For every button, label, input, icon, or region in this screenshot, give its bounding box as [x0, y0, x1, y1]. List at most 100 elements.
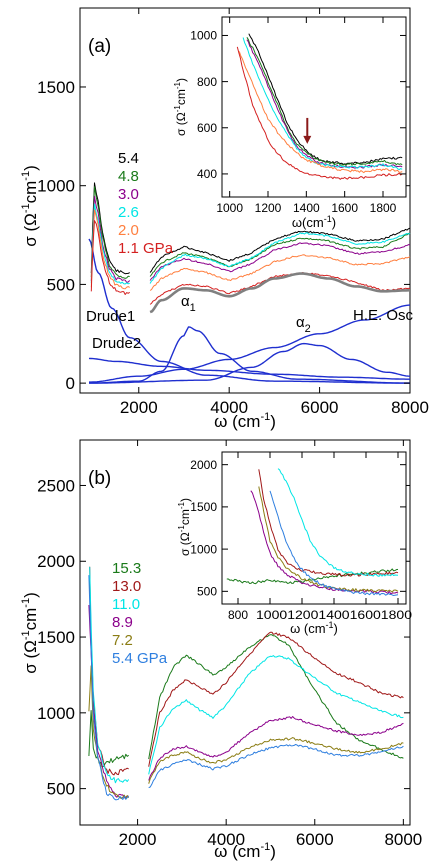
panel-a-inset-xlabel: ω(cm-1) — [292, 214, 336, 230]
inset-series-line — [242, 37, 403, 171]
y-tick-label: 1500 — [37, 78, 75, 97]
legend-entry: 2.6 — [118, 204, 139, 221]
legend-entry: 7.2 — [112, 632, 133, 649]
panel-b-legend: 15.3 13.0 11.0 8.9 7.2 5.4 GPa — [112, 560, 168, 667]
panel-a-plot-frame — [79, 7, 411, 394]
y-tick-label: 500 — [47, 275, 75, 294]
y-tick-label: 1500 — [37, 628, 75, 647]
x-tick-label: 2000 — [120, 398, 158, 417]
y-tick-label: 1500 — [190, 500, 217, 514]
x-tick-label: 4000 — [207, 830, 245, 849]
panel-a-inset-series — [236, 33, 403, 180]
y-tick-label: 1000 — [37, 177, 75, 196]
x-tick-label: 2000 — [119, 830, 157, 849]
panel-a-annotations: Drude1 Drude2 α1 α2 H.E. Osc — [86, 293, 414, 352]
inset-series-line — [277, 468, 399, 577]
y-tick-label: 2500 — [37, 476, 75, 495]
series-line — [149, 227, 411, 273]
inset-series-line — [246, 37, 403, 166]
legend-entry: 1.1 GPa — [118, 240, 174, 257]
series-line — [88, 604, 129, 799]
series-line — [148, 634, 404, 760]
fit-component-line — [88, 357, 410, 380]
series-line — [149, 242, 411, 281]
series-line — [90, 186, 130, 279]
y-tick-label: 1000 — [190, 542, 217, 556]
panel-a-inset-arrow — [303, 117, 312, 144]
x-tick-label: 1000 — [216, 201, 243, 215]
series-line — [89, 566, 129, 776]
x-tick-label: 8000 — [391, 398, 429, 417]
inset-series-line — [269, 490, 399, 596]
series-line — [90, 182, 130, 275]
series-line — [149, 232, 411, 277]
panel-b-series — [88, 566, 404, 801]
inset-series-line — [236, 46, 403, 180]
x-tick-label: 1600 — [331, 201, 358, 215]
fit-component-line — [88, 238, 410, 384]
fit-component-line — [89, 304, 411, 383]
panel-a: 2000 4000 6000 8000 0 500 1000 1500 (a) σ (Ω-1c… — [20, 7, 429, 431]
legend-entry: 5.4 GPa — [112, 650, 168, 667]
y-tick-label: 400 — [197, 167, 217, 181]
series-line — [149, 272, 410, 305]
panel-b-inset-ylabel: σ (Ω-1cm-1) — [177, 498, 192, 556]
panel-a-series — [90, 182, 411, 314]
series-line — [90, 209, 130, 290]
annotation-alpha2: α2 — [296, 314, 311, 335]
series-line — [148, 631, 404, 767]
x-tick-label: 1800 — [370, 201, 397, 215]
panel-a-ylabel: σ (Ω-1cm-1) — [20, 165, 40, 247]
series-line — [148, 743, 404, 789]
legend-entry: 13.0 — [112, 578, 141, 595]
panel-a-legend: 5.4 4.8 3.0 2.6 2.0 1.1 GPa — [118, 150, 174, 257]
inset-series-line — [238, 51, 403, 174]
panel-b-inset-series — [226, 468, 399, 596]
panel-a-ticks: 2000 4000 6000 8000 0 500 1000 1500 — [37, 8, 429, 417]
panel-b-ylabel: σ (Ω-1cm-1) — [20, 592, 40, 674]
legend-entry: 11.0 — [112, 596, 140, 613]
legend-entry: 8.9 — [112, 614, 133, 631]
arrow-head — [303, 135, 312, 144]
panel-a-xlabel: ω (cm-1) — [214, 411, 276, 431]
panel-b-inset: 500 1000 1500 2000 800 10001200140016001800 σ… — [177, 451, 412, 636]
series-line — [149, 272, 410, 314]
series-line — [90, 220, 130, 295]
panel-a-inset-frame — [221, 16, 407, 198]
x-tick-label: 800 — [228, 608, 248, 622]
panel-b-xlabel: ω (cm-1) — [214, 841, 276, 861]
legend-entry: 5.4 — [118, 150, 139, 167]
y-tick-label: 2000 — [37, 552, 75, 571]
panel-b-label: (b) — [88, 468, 111, 489]
series-line — [148, 716, 404, 781]
y-tick-label: 500 — [47, 780, 75, 799]
panel-b-inset-xlabel: ω (cm-1) — [290, 620, 338, 636]
inset-series-line — [258, 469, 399, 577]
series-line — [149, 232, 411, 284]
y-tick-label: 1000 — [190, 29, 217, 43]
annotation-drude2: Drude2 — [92, 335, 141, 352]
series-line — [148, 737, 404, 784]
y-tick-label: 2000 — [190, 458, 217, 472]
x-tick-label: 4000 — [210, 398, 248, 417]
panel-a-inset-ylabel: σ (Ω-1cm-1) — [173, 78, 188, 136]
panel-b-inset-ticks: 500 1000 1500 2000 800 10001200140016001800 — [190, 452, 412, 622]
legend-entry: 4.8 — [118, 168, 139, 185]
panel-a-inset-ticks: 1000 1200 1400 1600 1800 400 600 800 1000 — [190, 17, 406, 215]
series-line — [148, 655, 404, 775]
panel-b-plot-frame — [79, 439, 411, 826]
x-tick-label: 6000 — [301, 398, 339, 417]
x-tick-label: 1200 — [255, 201, 282, 215]
legend-entry: 3.0 — [118, 186, 139, 203]
y-tick-label: 500 — [197, 585, 217, 599]
legend-entry: 15.3 — [112, 560, 141, 577]
series-line — [149, 254, 411, 291]
series-line — [88, 575, 130, 801]
series-line — [88, 710, 129, 768]
panel-a-label: (a) — [88, 36, 111, 57]
x-tick-label: 6000 — [296, 830, 334, 849]
annotation-alpha1: α1 — [181, 293, 196, 314]
y-tick-label: 0 — [66, 374, 75, 393]
